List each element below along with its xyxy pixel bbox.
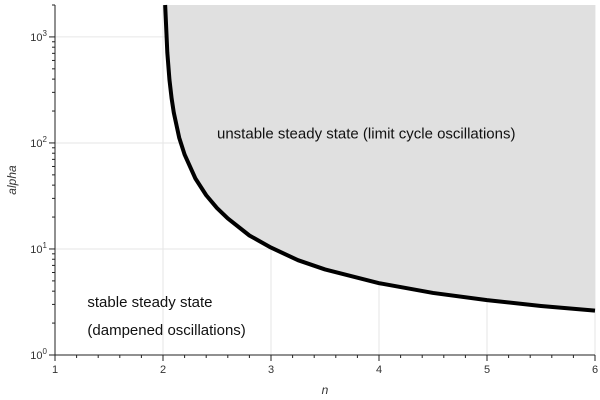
y-tick-label: 100: [30, 347, 47, 362]
x-tick-label: 6: [592, 364, 598, 376]
annotation-2: (dampened oscillations): [87, 322, 245, 339]
annotation-0: unstable steady state (limit cycle oscil…: [217, 126, 515, 143]
x-tick-label: 5: [484, 364, 490, 376]
y-tick-label: 103: [30, 29, 47, 44]
x-tick-label: 4: [376, 364, 382, 376]
annotation-1: stable steady state: [87, 294, 212, 311]
unstable-region-fill: [165, 5, 595, 311]
x-tick-label: 3: [268, 364, 274, 376]
x-axis-ticks: 1 2 3 4 5 6: [52, 355, 598, 376]
x-tick-label: 1: [52, 364, 58, 376]
annotations: unstable steady state (limit cycle oscil…: [87, 126, 515, 339]
y-tick-label: 102: [30, 135, 47, 150]
x-axis-title: n: [322, 383, 329, 397]
y-axis-title: alpha: [5, 165, 19, 195]
boundary-curve: [163, 4, 596, 313]
x-tick-label: 2: [160, 364, 166, 376]
y-tick-label: 101: [30, 241, 47, 256]
plot-frame: [54, 5, 595, 356]
y-axis-ticks: 100 101 102 103: [30, 4, 55, 362]
